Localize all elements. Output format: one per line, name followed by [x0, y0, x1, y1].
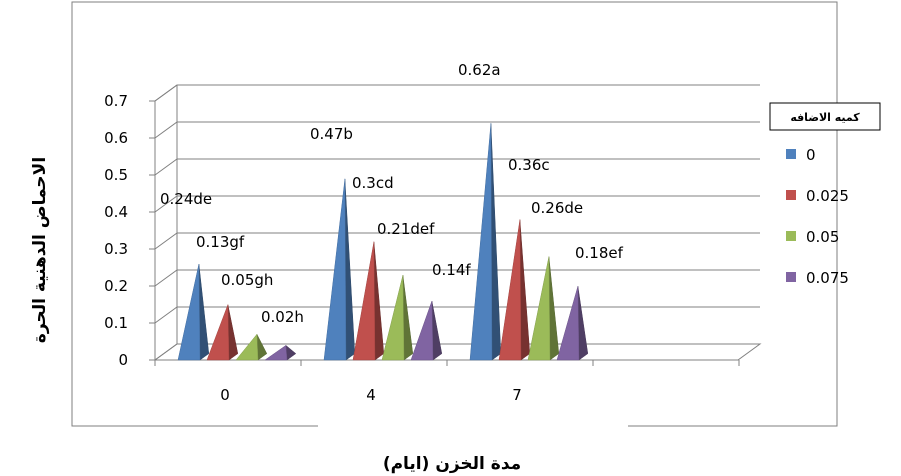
data-label: 0.14f [432, 261, 471, 279]
bar-front [352, 241, 376, 361]
bar-0.075-7 [556, 286, 589, 361]
y-tick-label: 0.7 [104, 92, 128, 110]
gridline [154, 195, 760, 213]
bar-0-7 [469, 123, 502, 361]
bar-front [206, 304, 230, 361]
gridline [154, 121, 760, 139]
bar-front [469, 123, 493, 361]
legend-swatch [786, 190, 796, 200]
bar-front [410, 300, 434, 361]
bar-0.025-7 [498, 219, 531, 361]
bar-front [498, 219, 522, 361]
legend-label: 0.075 [806, 269, 849, 287]
y-tick-label: 0.3 [104, 240, 128, 258]
legend-label: 0.025 [806, 187, 849, 205]
x-tick-label: 0 [220, 386, 230, 404]
bar-0-0 [177, 263, 210, 361]
y-tick-label: 0.4 [104, 203, 128, 221]
data-label: 0.36c [508, 156, 550, 174]
data-label: 0.21def [377, 220, 435, 238]
bar-front [556, 286, 580, 361]
gridline [154, 158, 760, 176]
bar-0.05-4 [381, 275, 414, 361]
gridline [154, 84, 760, 102]
y-tick-label: 0.6 [104, 129, 128, 147]
border-gap [318, 424, 628, 430]
legend-title-box [769, 102, 881, 131]
legend-label: 0 [806, 146, 816, 164]
bar-front [527, 256, 551, 361]
bar-0.05-0 [235, 333, 268, 361]
data-label: 0.18ef [575, 244, 624, 262]
data-label: 0.62a [458, 61, 501, 79]
bar-0.075-0 [264, 344, 297, 361]
legend-swatch [786, 149, 796, 159]
x-tick-label: 4 [366, 386, 376, 404]
legend-swatch [786, 272, 796, 282]
gridline [154, 269, 760, 287]
bar-front [235, 333, 259, 361]
gridline [154, 306, 760, 324]
data-label: 0.26de [531, 199, 583, 217]
bar-0-4 [323, 178, 356, 361]
gridline [154, 232, 760, 250]
legend-label: 0.05 [806, 228, 839, 246]
bar-front [323, 178, 347, 361]
bar-front [264, 344, 288, 361]
data-label: 0.47b [310, 125, 353, 143]
data-label: 0.13gf [196, 233, 245, 251]
bar-0.025-0 [206, 304, 239, 361]
x-tick-label: 7 [512, 386, 522, 404]
bar-0.075-4 [410, 300, 443, 361]
legend-swatch [786, 231, 796, 241]
y-tick-label: 0 [118, 351, 128, 369]
data-label: 0.02h [261, 308, 304, 326]
bar-0.05-7 [527, 256, 560, 361]
y-tick-label: 0.5 [104, 166, 128, 184]
legend-title: كميه الاضافه [790, 111, 860, 124]
bar-front [177, 263, 201, 361]
data-label: 0.3cd [352, 174, 394, 192]
y-tick-label: 0.2 [104, 277, 128, 295]
chart-border [71, 1, 838, 427]
bar-front [381, 275, 405, 361]
data-label: 0.05gh [221, 271, 273, 289]
y-tick-label: 0.1 [104, 314, 128, 332]
data-label: 0.24de [160, 190, 212, 208]
bar-0.025-4 [352, 241, 385, 361]
y-axis-title: الاحماض الدهنية الحرة [30, 157, 50, 343]
x-axis-title: مدة الخزن (ايام) [383, 454, 521, 474]
